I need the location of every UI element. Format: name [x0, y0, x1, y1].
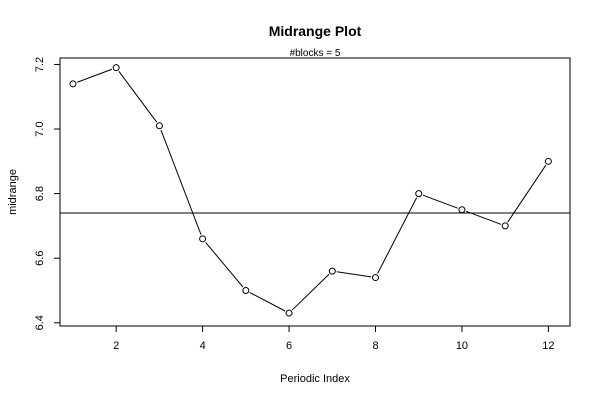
data-point-10 [458, 206, 466, 214]
data-point-8 [372, 274, 380, 282]
data-point-4 [199, 235, 207, 243]
series-segment-11 [507, 164, 547, 223]
x-tick-label-12: 12 [542, 340, 554, 352]
series-segment-7 [336, 271, 372, 278]
series-segment-5 [249, 292, 286, 312]
x-tick-label-10: 10 [456, 340, 468, 352]
series-segment-9 [422, 194, 458, 209]
data-point-12 [544, 157, 552, 165]
plot-frame [59, 57, 571, 327]
data-point-1 [69, 80, 77, 88]
series-segment-1 [77, 68, 113, 83]
data-point-5 [242, 286, 250, 294]
series-layer [69, 64, 552, 317]
data-point-3 [155, 122, 163, 130]
series-segment-6 [291, 273, 330, 311]
data-point-11 [501, 222, 509, 230]
y-tick-label-0: 6.4 [34, 315, 46, 330]
series-segment-2 [118, 70, 158, 123]
x-tick-label-8: 8 [372, 340, 378, 352]
series-segment-10 [465, 210, 502, 225]
y-axis-label: midrange [7, 169, 19, 215]
data-point-2 [112, 64, 120, 72]
x-tick-label-4: 4 [200, 340, 206, 352]
chart-subtitle: #blocks = 5 [290, 48, 341, 59]
series-segment-8 [377, 197, 418, 274]
series-segment-3 [160, 129, 202, 235]
chart-title: Midrange Plot [269, 23, 362, 39]
data-point-9 [415, 190, 423, 198]
y-tick-label-3: 7.0 [34, 121, 46, 136]
axes: 2 4 6 8 10 12 6.4 6.6 6.8 7.0 7.2 [34, 57, 555, 352]
data-point-6 [285, 309, 293, 317]
series-segment-4 [205, 241, 244, 288]
y-tick-label-4: 7.2 [34, 57, 46, 72]
x-tick-label-6: 6 [286, 340, 292, 352]
data-point-7 [328, 267, 336, 275]
x-tick-label-2: 2 [113, 340, 119, 352]
y-tick-label-2: 6.8 [34, 186, 46, 201]
y-tick-label-1: 6.6 [34, 251, 46, 266]
x-axis-label: Periodic Index [280, 373, 350, 385]
